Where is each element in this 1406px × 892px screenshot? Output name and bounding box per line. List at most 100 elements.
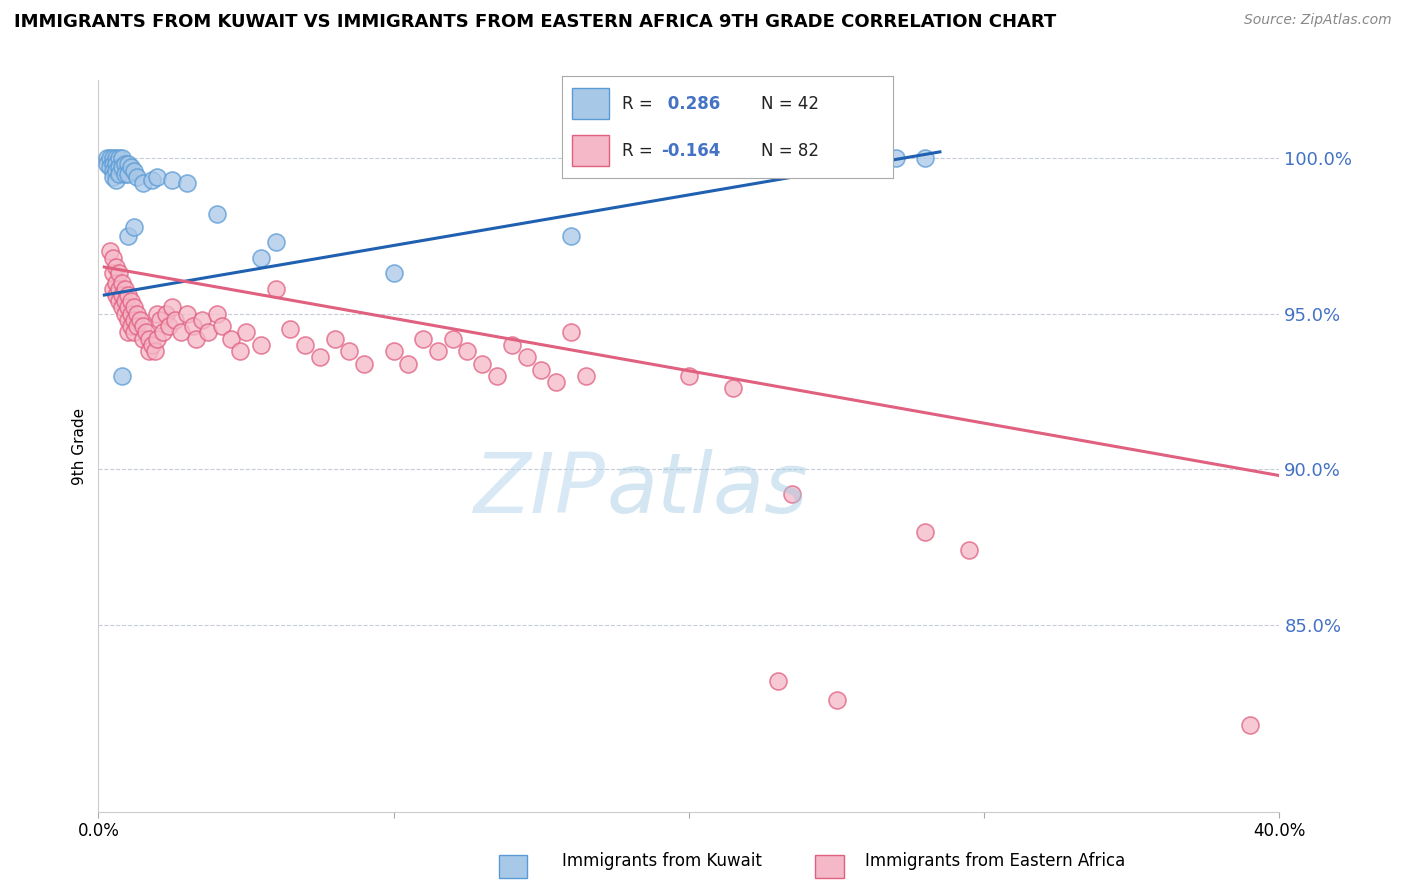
Text: N = 82: N = 82	[761, 142, 818, 160]
Point	[515, 351, 537, 365]
Point	[117, 288, 139, 302]
Point	[339, 344, 360, 359]
Point	[103, 282, 125, 296]
Point	[146, 332, 169, 346]
Text: N = 42: N = 42	[761, 95, 818, 112]
Point	[111, 276, 134, 290]
Text: -0.164: -0.164	[662, 142, 721, 160]
Point	[122, 163, 145, 178]
Point	[117, 157, 139, 171]
Point	[98, 244, 121, 259]
Point	[229, 344, 252, 359]
Point	[181, 319, 204, 334]
Point	[574, 368, 596, 383]
Point	[235, 326, 257, 340]
Point	[117, 228, 139, 243]
Point	[250, 338, 273, 352]
Point	[530, 363, 553, 377]
Point	[122, 301, 145, 315]
Point	[157, 319, 180, 334]
Point	[108, 294, 131, 309]
Point	[122, 219, 145, 234]
Point	[165, 313, 187, 327]
Point	[427, 344, 450, 359]
Point	[132, 176, 155, 190]
Point	[120, 161, 142, 175]
Point	[120, 307, 142, 321]
Point	[176, 307, 198, 321]
Point	[766, 151, 789, 165]
Point	[412, 332, 434, 346]
Text: IMMIGRANTS FROM KUWAIT VS IMMIGRANTS FROM EASTERN AFRICA 9TH GRADE CORRELATION C: IMMIGRANTS FROM KUWAIT VS IMMIGRANTS FRO…	[14, 13, 1056, 31]
Point	[162, 173, 183, 187]
Point	[353, 357, 375, 371]
Point	[323, 332, 346, 346]
Point	[103, 169, 125, 184]
Point	[105, 276, 128, 290]
Point	[114, 157, 136, 171]
Point	[105, 151, 128, 165]
Point	[219, 332, 242, 346]
Point	[117, 313, 139, 327]
Point	[143, 344, 166, 359]
Point	[560, 326, 582, 340]
Point	[309, 351, 332, 365]
Point	[120, 294, 142, 309]
Point	[114, 294, 136, 309]
Point	[471, 357, 494, 371]
Point	[111, 161, 134, 175]
Point	[96, 157, 118, 171]
Point	[96, 151, 118, 165]
Point	[278, 322, 302, 336]
Point	[117, 301, 139, 315]
Point	[456, 344, 478, 359]
Point	[264, 282, 287, 296]
Point	[501, 338, 523, 352]
Text: Source: ZipAtlas.com: Source: ZipAtlas.com	[1244, 13, 1392, 28]
Point	[132, 332, 155, 346]
Point	[108, 151, 131, 165]
Point	[111, 368, 134, 383]
Point	[98, 151, 121, 165]
Point	[796, 151, 818, 165]
Point	[959, 543, 981, 558]
Point	[108, 266, 131, 280]
Point	[382, 344, 405, 359]
Point	[382, 266, 405, 280]
Point	[678, 368, 700, 383]
Point	[138, 332, 160, 346]
Point	[103, 157, 125, 171]
Point	[122, 313, 145, 327]
Point	[105, 288, 128, 302]
Point	[170, 326, 193, 340]
Point	[103, 163, 125, 178]
Point	[250, 251, 273, 265]
Point	[125, 169, 148, 184]
Point	[103, 266, 125, 280]
Point	[111, 151, 134, 165]
Point	[205, 307, 228, 321]
Point	[486, 368, 509, 383]
Point	[197, 326, 219, 340]
Point	[117, 326, 139, 340]
Point	[105, 260, 128, 274]
Point	[184, 332, 207, 346]
Point	[141, 173, 163, 187]
Text: 0.286: 0.286	[662, 95, 720, 112]
Text: R =: R =	[621, 142, 658, 160]
Point	[546, 375, 568, 389]
Point	[105, 173, 128, 187]
Point	[560, 228, 582, 243]
Point	[723, 381, 745, 395]
Point	[914, 151, 936, 165]
Point	[111, 301, 134, 315]
Point	[441, 332, 464, 346]
Point	[135, 326, 157, 340]
Point	[162, 301, 183, 315]
Point	[191, 313, 214, 327]
Point	[125, 319, 148, 334]
Point	[146, 307, 169, 321]
Point	[155, 307, 177, 321]
Bar	[572, 136, 609, 166]
Point	[138, 344, 160, 359]
